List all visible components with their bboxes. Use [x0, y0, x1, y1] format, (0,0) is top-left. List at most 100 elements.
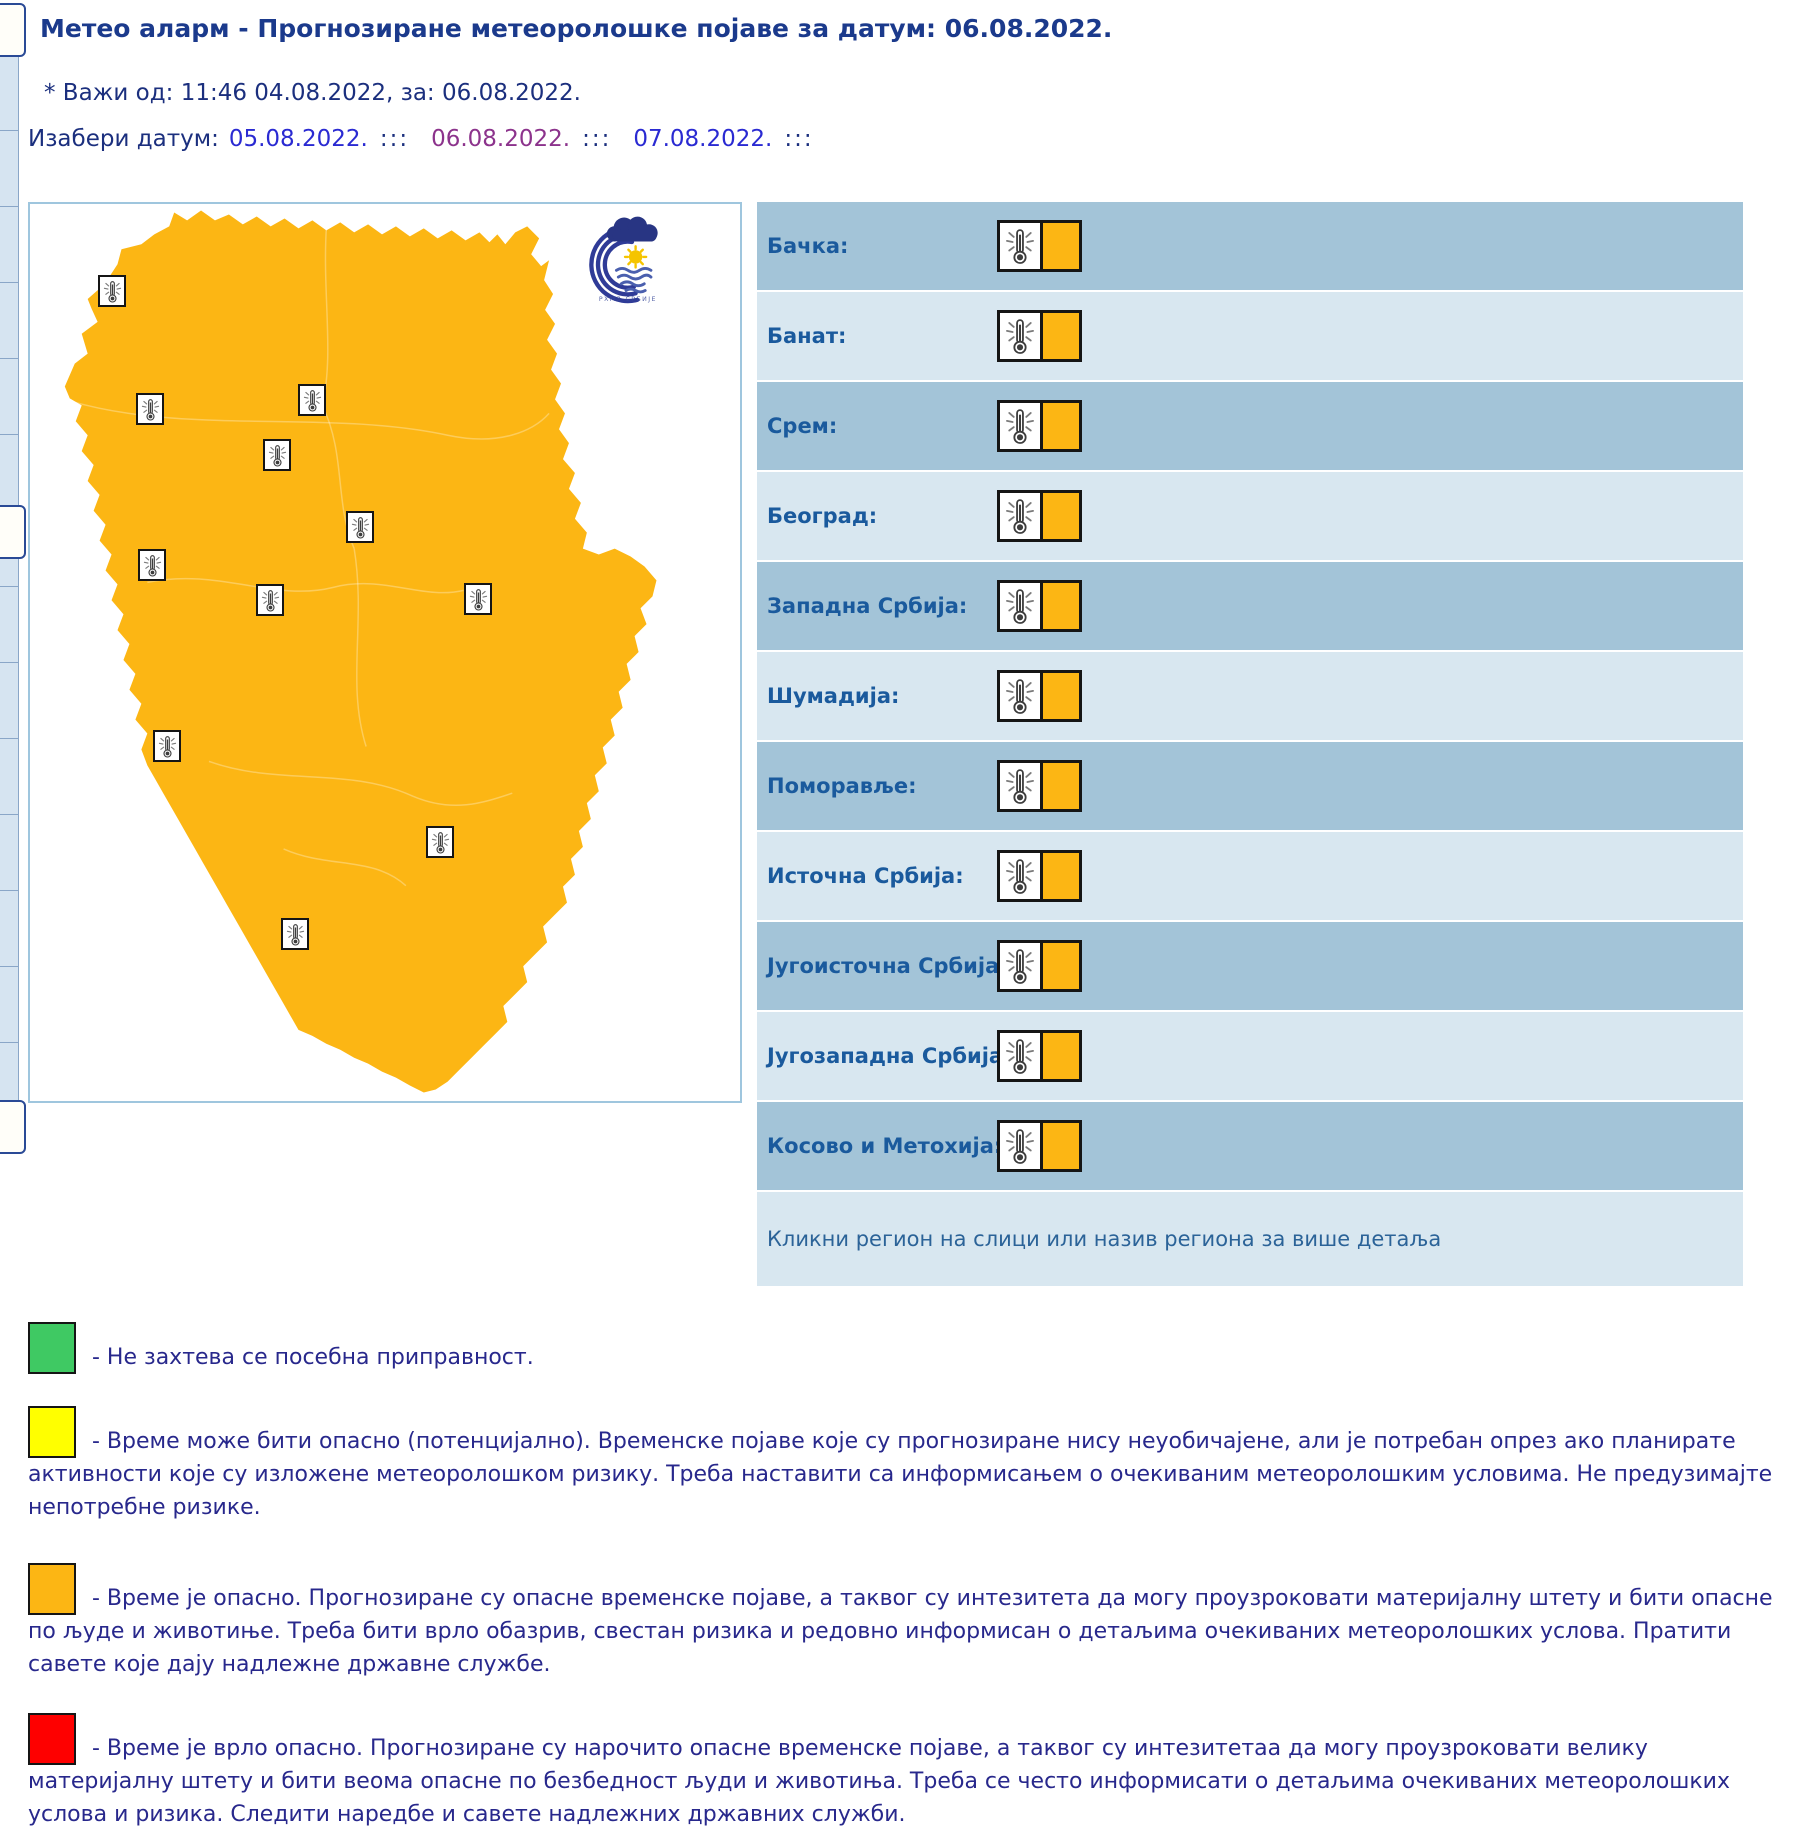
orange-alert-box: [1043, 1030, 1082, 1082]
legend-green-swatch: [28, 1322, 76, 1374]
serbia-alert-map-panel: РХМЗ СРБИЈЕ: [28, 202, 742, 1103]
nav-menu-item-clipped[interactable]: [0, 663, 19, 739]
date-separator: :::: [582, 126, 612, 152]
nav-menu-item-clipped[interactable]: [0, 359, 19, 435]
orange-alert-box: [1043, 670, 1082, 722]
region-row-istocna-srbija[interactable]: Источна Србија:: [757, 832, 1743, 920]
nav-menu-item-clipped[interactable]: [0, 435, 19, 511]
orange-alert-box: [1043, 850, 1082, 902]
page-title: Метео аларм - Прогнозиране метеоролошке …: [40, 14, 1113, 43]
thermometer-warning-icon: [997, 1030, 1043, 1082]
map-marker-thermometer-icon[interactable]: [136, 393, 164, 425]
region-label[interactable]: Београд:: [767, 504, 878, 528]
nav-menu-item-clipped[interactable]: [0, 967, 19, 1043]
alert-legend: - Не захтева се посебна приправност. - В…: [28, 1322, 1778, 1831]
serbia-map-shape[interactable]: [30, 204, 740, 1101]
map-marker-thermometer-icon[interactable]: [153, 730, 181, 762]
orange-alert-box: [1043, 1120, 1082, 1172]
map-marker-thermometer-icon[interactable]: [298, 384, 326, 416]
date-separator: :::: [379, 126, 410, 152]
region-row-jugozapadna-srbija[interactable]: Југозападна Србија:: [757, 1012, 1743, 1100]
region-label[interactable]: Југоисточна Србија:: [767, 954, 1008, 978]
legend-red-text: - Време је врло опасно. Прогнозиране су …: [28, 1736, 1730, 1827]
nav-menu-item-clipped[interactable]: [0, 131, 19, 207]
validity-note: * Важи од: 11:46 04.08.2022, за: 06.08.2…: [44, 80, 581, 106]
region-row-kosovo-i-metohija[interactable]: Косово и Метохија:: [757, 1102, 1743, 1190]
region-label[interactable]: Поморавље:: [767, 774, 917, 798]
date-separator: :::: [784, 126, 814, 152]
legend-yellow-swatch: [28, 1406, 76, 1458]
thermometer-warning-icon: [997, 310, 1043, 362]
orange-alert-box: [1043, 940, 1082, 992]
orange-alert-box: [1043, 400, 1082, 452]
region-label[interactable]: Косово и Метохија:: [767, 1134, 1003, 1158]
region-row-backa[interactable]: Бачка:: [757, 202, 1743, 290]
thermometer-warning-icon: [997, 670, 1043, 722]
legend-item-green: - Не захтева се посебна приправност.: [28, 1322, 1778, 1374]
date-picker: Изабери датум: 05.08.2022.::: 06.08.2022.:…: [28, 126, 826, 152]
nav-menu-item-clipped[interactable]: [0, 55, 19, 131]
region-row-zapadna-srbija[interactable]: Западна Србија:: [757, 562, 1743, 650]
thermometer-warning-icon: [997, 760, 1043, 812]
region-label[interactable]: Шумадија:: [767, 684, 900, 708]
clipped-nav-menu: [0, 0, 30, 1165]
nav-menu-box-clipped[interactable]: [0, 505, 26, 559]
svg-text:РХМЗ СРБИЈЕ: РХМЗ СРБИЈЕ: [599, 296, 657, 303]
date-link-06-08[interactable]: 06.08.2022.: [431, 126, 571, 152]
legend-orange-text: - Време је опасно. Прогнозиране су опасн…: [28, 1586, 1773, 1677]
rhmz-logo-icon: РХМЗ СРБИЈЕ: [589, 216, 658, 304]
map-marker-thermometer-icon[interactable]: [426, 826, 454, 858]
orange-alert-box: [1043, 490, 1082, 542]
date-picker-label: Изабери датум:: [28, 126, 219, 152]
legend-item-orange: - Време је опасно. Прогнозиране су опасн…: [28, 1563, 1778, 1681]
region-label[interactable]: Бачка:: [767, 234, 849, 258]
map-marker-thermometer-icon[interactable]: [138, 549, 166, 581]
orange-alert-box: [1043, 580, 1082, 632]
nav-menu-item-clipped[interactable]: [0, 739, 19, 815]
region-label[interactable]: Срем:: [767, 414, 838, 438]
legend-orange-swatch: [28, 1563, 76, 1615]
orange-alert-box: [1043, 760, 1082, 812]
date-link-07-08[interactable]: 07.08.2022.: [633, 126, 773, 152]
region-alert-list: Бачка: Банат: Срем: Београд: Западна Срб…: [757, 202, 1743, 1286]
region-row-banat[interactable]: Банат:: [757, 292, 1743, 380]
nav-menu-items-clipped: [0, 55, 19, 1119]
map-marker-thermometer-icon[interactable]: [281, 918, 309, 950]
nav-menu-box-clipped[interactable]: [0, 3, 26, 57]
orange-alert-box: [1043, 310, 1082, 362]
region-row-jugoistocna-srbija[interactable]: Југоисточна Србија:: [757, 922, 1743, 1010]
region-label[interactable]: Западна Србија:: [767, 594, 968, 618]
legend-green-text: - Не захтева се посебна приправност.: [92, 1345, 534, 1370]
map-marker-thermometer-icon[interactable]: [464, 583, 492, 615]
region-row-beograd[interactable]: Београд:: [757, 472, 1743, 560]
region-label[interactable]: Банат:: [767, 324, 847, 348]
map-marker-thermometer-icon[interactable]: [346, 511, 374, 543]
map-marker-thermometer-icon[interactable]: [256, 584, 284, 616]
nav-menu-box-clipped[interactable]: [0, 1100, 26, 1154]
thermometer-warning-icon: [997, 580, 1043, 632]
thermometer-warning-icon: [997, 850, 1043, 902]
map-marker-thermometer-icon[interactable]: [98, 275, 126, 307]
region-row-pomoravlje[interactable]: Поморавље:: [757, 742, 1743, 830]
legend-red-swatch: [28, 1713, 76, 1765]
region-row-sumadija[interactable]: Шумадија:: [757, 652, 1743, 740]
nav-menu-item-clipped[interactable]: [0, 815, 19, 891]
map-hint-note: Кликни регион на слици или назив региона…: [757, 1192, 1743, 1286]
legend-item-yellow: - Време може бити опасно (потенцијално).…: [28, 1406, 1778, 1524]
orange-alert-box: [1043, 220, 1082, 272]
thermometer-warning-icon: [997, 220, 1043, 272]
region-row-srem[interactable]: Срем:: [757, 382, 1743, 470]
region-label[interactable]: Југозападна Србија:: [767, 1044, 1012, 1068]
legend-item-red: - Време је врло опасно. Прогнозиране су …: [28, 1713, 1778, 1831]
nav-menu-item-clipped[interactable]: [0, 283, 19, 359]
nav-menu-item-clipped[interactable]: [0, 207, 19, 283]
nav-menu-item-clipped[interactable]: [0, 891, 19, 967]
map-marker-thermometer-icon[interactable]: [263, 439, 291, 471]
nav-menu-item-clipped[interactable]: [0, 587, 19, 663]
thermometer-warning-icon: [997, 940, 1043, 992]
thermometer-warning-icon: [997, 400, 1043, 452]
date-link-05-08[interactable]: 05.08.2022.: [228, 126, 368, 152]
legend-yellow-text: - Време може бити опасно (потенцијално).…: [28, 1429, 1773, 1520]
region-label[interactable]: Источна Србија:: [767, 864, 964, 888]
